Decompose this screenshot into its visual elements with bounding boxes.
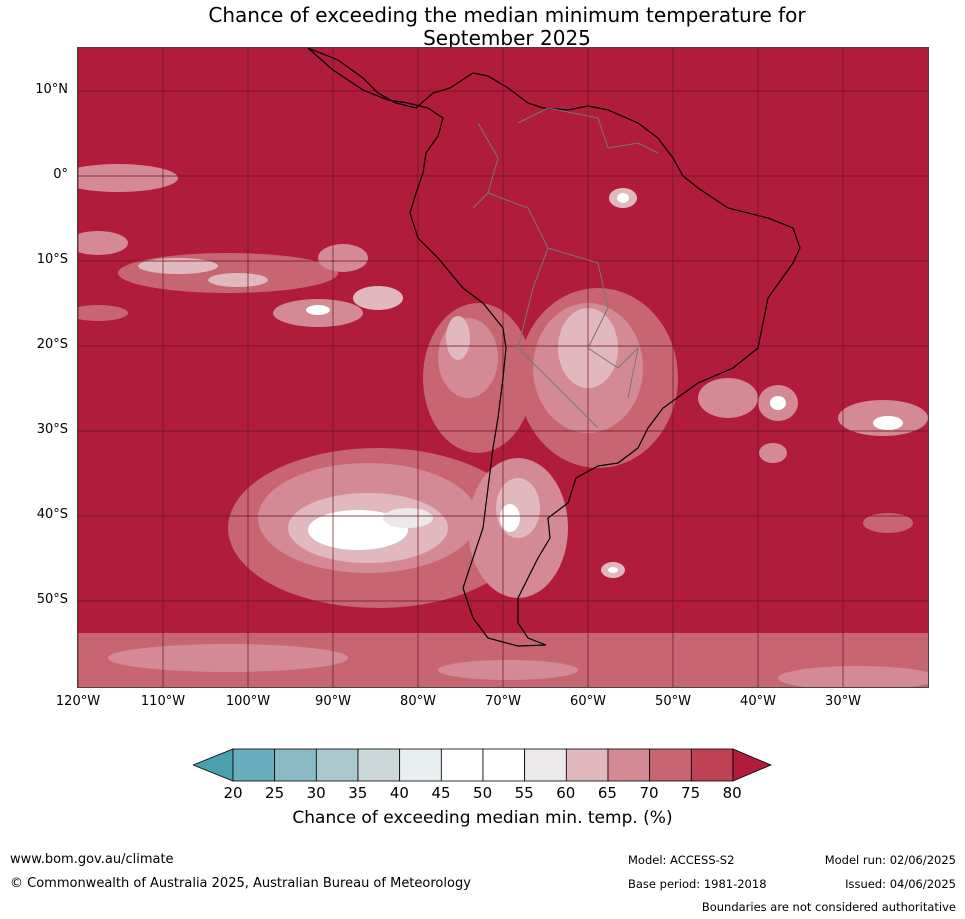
probability-map: [78, 48, 928, 687]
colorbar: [193, 748, 773, 782]
colorbar-tick-60: 60: [556, 784, 576, 802]
lon-label-60w: 60°W: [570, 694, 606, 709]
colorbar-bin: [440, 748, 484, 782]
country-borders: [472, 107, 659, 429]
colorbar-bin: [565, 748, 609, 782]
lon-label-110w: 110°W: [140, 694, 186, 709]
lat-label-0: 0°: [53, 167, 68, 182]
lat-label-10s: 10°S: [36, 252, 68, 267]
colorbar-tick-25: 25: [265, 784, 285, 802]
disclaimer-text: Boundaries are not considered authoritat…: [701, 900, 956, 914]
colorbar-bin: [690, 748, 734, 782]
lon-label-120w: 120°W: [55, 694, 101, 709]
colorbar-label: Chance of exceeding median min. temp. (%…: [292, 808, 673, 828]
colorbar-bin: [524, 748, 567, 782]
colorbar-bin: [357, 748, 401, 782]
title-line-1: Chance of exceeding the median minimum t…: [208, 3, 806, 27]
coastline: [307, 48, 801, 647]
colorbar-tick-30: 30: [306, 784, 326, 802]
colorbar-tick-50: 50: [473, 784, 493, 802]
model-text: Model: ACCESS-S2: [628, 853, 735, 867]
colorbar-bin: [399, 748, 442, 782]
colorbar-tick-35: 35: [348, 784, 368, 802]
issued-text: Issued: 04/06/2025: [845, 877, 956, 891]
lat-label-10n: 10°N: [35, 82, 68, 97]
lat-label-50s: 50°S: [36, 592, 68, 607]
map-title: Chance of exceeding the median minimum t…: [0, 4, 965, 50]
colorbar-tick-20: 20: [223, 784, 243, 802]
website-link[interactable]: www.bom.gov.au/climate: [10, 852, 174, 867]
colorbar-tick-55: 55: [514, 784, 534, 802]
title-line-2: September 2025: [423, 26, 591, 50]
lon-label-70w: 70°W: [485, 694, 521, 709]
lat-label-40s: 40°S: [36, 507, 68, 522]
colorbar-bin: [315, 748, 359, 782]
colorbar-segments: [193, 748, 773, 782]
lon-label-40w: 40°W: [740, 694, 776, 709]
model-run-text: Model run: 02/06/2025: [824, 853, 956, 867]
lon-label-50w: 50°W: [655, 694, 691, 709]
colorbar-tick-75: 75: [681, 784, 701, 802]
lon-label-30w: 30°W: [825, 694, 861, 709]
base-period-text: Base period: 1981-2018: [628, 877, 767, 891]
lon-label-90w: 90°W: [315, 694, 351, 709]
colorbar-bin: [274, 748, 317, 782]
colorbar-tick-80: 80: [722, 784, 742, 802]
lon-label-80w: 80°W: [400, 694, 436, 709]
colorbar-tick-40: 40: [389, 784, 409, 802]
colorbar-tick-70: 70: [639, 784, 659, 802]
colorbar-extend-high: [732, 748, 773, 782]
colorbar-extend-low: [193, 748, 234, 782]
colorbar-tick-65: 65: [597, 784, 617, 802]
lat-label-30s: 30°S: [36, 422, 68, 437]
colorbar-bin: [482, 748, 526, 782]
map-panel: [77, 47, 929, 688]
lon-label-100w: 100°W: [225, 694, 271, 709]
colorbar-bin: [649, 748, 692, 782]
copyright-text: © Commonwealth of Australia 2025, Austra…: [10, 876, 471, 891]
colorbar-bin: [232, 748, 276, 782]
lat-label-20s: 20°S: [36, 337, 68, 352]
colorbar-bin: [607, 748, 651, 782]
colorbar-tick-45: 45: [431, 784, 451, 802]
graticule: [78, 48, 928, 687]
